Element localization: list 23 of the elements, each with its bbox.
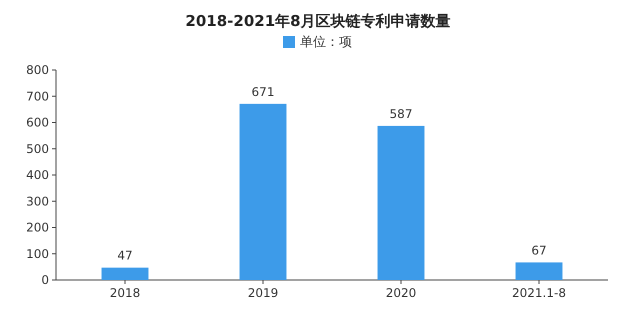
bar (516, 262, 562, 280)
y-tick-label: 300 (26, 194, 49, 208)
data-label: 587 (390, 106, 412, 121)
x-tick-label: 2021.1-8 (512, 286, 566, 300)
x-tick-label: 2018 (110, 286, 140, 300)
y-tick-label: 200 (26, 220, 49, 235)
chart-title: 2018-2021年8月区块链专利申请数量 (185, 12, 451, 30)
y-tick-label: 500 (26, 142, 49, 156)
data-label: 671 (252, 84, 274, 99)
y-tick-label: 0 (41, 273, 49, 288)
x-tick-label: 2020 (386, 286, 416, 300)
y-tick-label: 800 (26, 63, 49, 78)
legend-label: 单位：项 (300, 35, 352, 50)
data-label: 47 (117, 248, 133, 263)
y-tick-label: 400 (26, 168, 49, 182)
y-tick-label: 600 (26, 116, 49, 130)
x-tick-label: 2019 (248, 286, 278, 300)
data-label: 67 (531, 243, 547, 258)
y-tick-label: 700 (26, 89, 49, 104)
bar (102, 268, 148, 280)
y-tick-label: 100 (26, 246, 49, 261)
bar (378, 126, 424, 280)
bar (240, 104, 286, 280)
